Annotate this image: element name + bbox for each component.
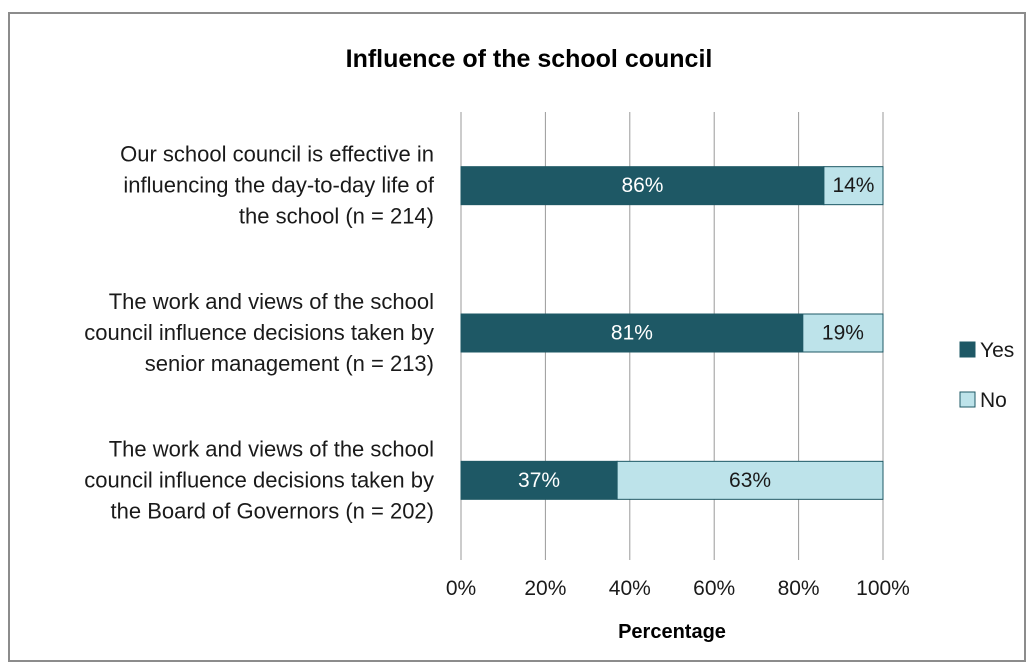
category-label: council influence decisions taken by — [84, 467, 434, 492]
category-label: Our school council is effective in — [120, 142, 434, 167]
data-label: 37% — [518, 469, 560, 492]
legend: Yes No — [959, 339, 1014, 412]
x-axis-title: Percentage — [618, 621, 726, 643]
bar-segment-yes — [460, 166, 825, 206]
legend-label-yes: Yes — [980, 339, 1014, 362]
category-label: influencing the day-to-day life of — [123, 173, 435, 198]
bar-chart: Influence of the school council 86% 14% 81… — [84, 45, 1014, 643]
x-tick-label: 20% — [524, 577, 566, 600]
category-label: senior management (n = 213) — [145, 351, 434, 376]
x-tick-label: 60% — [693, 577, 735, 600]
category-labels: Our school council is effective in influe… — [84, 142, 435, 524]
bar-segment-no — [616, 460, 884, 500]
legend-swatch-yes — [959, 341, 976, 358]
category-label: The work and views of the school — [109, 436, 434, 461]
category-label: the school (n = 214) — [239, 204, 434, 229]
data-label: 86% — [621, 174, 663, 197]
x-tick-label: 40% — [609, 577, 651, 600]
category-label: the Board of Governors (n = 202) — [111, 498, 434, 523]
bar-segment-no — [823, 166, 884, 206]
x-tick-labels: 0% 20% 40% 60% 80% 100% — [446, 577, 910, 600]
data-label: 19% — [822, 322, 864, 345]
x-tick-label: 80% — [778, 577, 820, 600]
bar-segment-yes — [460, 460, 618, 500]
x-tick-label: 100% — [856, 577, 910, 600]
legend-swatch-no — [959, 391, 976, 408]
data-label: 63% — [729, 469, 771, 492]
category-label: council influence decisions taken by — [84, 320, 434, 345]
chart-area: Influence of the school council 86% 14% 81… — [8, 12, 1026, 662]
legend-label-no: No — [980, 389, 1007, 412]
data-label: 81% — [611, 322, 653, 345]
bars: 86% 14% 81% 19% 37% 63% — [460, 166, 884, 500]
category-label: The work and views of the school — [109, 289, 434, 314]
data-label: 14% — [832, 174, 874, 197]
x-tick-label: 0% — [446, 577, 476, 600]
bar-segment-no — [802, 313, 884, 353]
chart-title: Influence of the school council — [346, 45, 713, 73]
